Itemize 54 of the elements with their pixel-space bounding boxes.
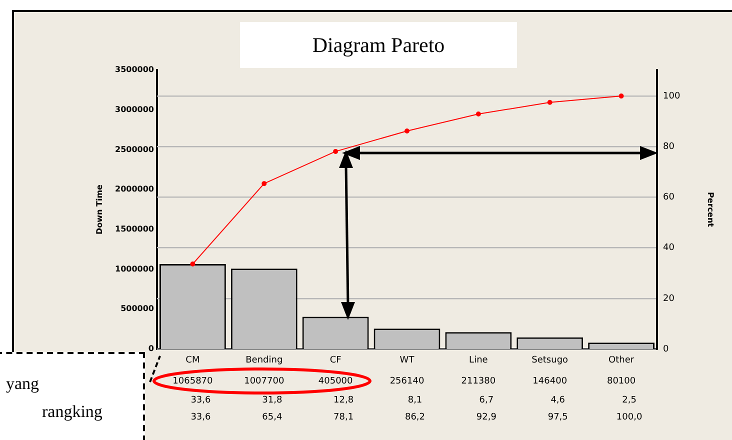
point	[333, 148, 338, 154]
point	[404, 128, 410, 134]
x-tick-label: Other	[608, 355, 634, 366]
data-label: 405000	[318, 376, 354, 386]
data-label: 146400	[532, 376, 568, 386]
x-tick-label: Line	[469, 355, 488, 366]
data-label: 1065870	[172, 376, 214, 386]
text: 33,6	[190, 395, 212, 406]
point	[618, 94, 624, 99]
data-label: 80100	[606, 376, 636, 386]
data-label: 97,5	[548, 412, 568, 422]
data-label: 211380	[461, 376, 496, 386]
y-axis-title: Down Time	[95, 184, 104, 234]
y-tick-label: 2000000	[115, 184, 154, 194]
x-tick-label: WT	[400, 355, 415, 366]
y-tick-label: 3500000	[115, 65, 154, 74]
data-label: 33,6	[190, 412, 212, 422]
point	[190, 262, 196, 267]
y-tick-label: 1000000	[115, 264, 154, 274]
text: yang	[5, 373, 40, 395]
y2-tick-label: 0	[663, 344, 669, 354]
data-label: 78,1	[334, 412, 354, 422]
y2-tick-label: 60	[663, 192, 675, 203]
y2-tick-label: 20	[663, 294, 675, 304]
text: 31,8	[262, 395, 282, 406]
y2-axis-title: Percent	[706, 192, 715, 228]
y2-tick-label: 80	[663, 142, 675, 152]
text: 6,7	[479, 395, 494, 406]
x-tick-label: CM	[186, 355, 200, 366]
point	[262, 181, 267, 186]
y-tick-label: 3000000	[115, 104, 154, 114]
text: 12,8	[334, 395, 354, 406]
data-label: 65,4	[262, 412, 282, 422]
y2-tick-label: 100	[663, 91, 680, 102]
x-tick-label: CF	[330, 355, 342, 366]
point	[476, 112, 481, 117]
x-tick-label: Setsugo	[532, 355, 569, 366]
point	[547, 100, 552, 105]
y-tick-label: 1500000	[115, 224, 154, 234]
data-label: 256140	[390, 376, 424, 386]
text: rangking	[41, 401, 104, 423]
data-label: 92,9	[476, 412, 497, 422]
data-label: 86,2	[404, 412, 426, 422]
text: 8,1	[408, 395, 422, 406]
text: 2,5	[622, 395, 636, 406]
data-label: 1007700	[244, 376, 284, 386]
y2-tick-label: 40	[663, 243, 675, 254]
x-tick-label: Bending	[246, 355, 283, 366]
y-tick-label: 500000	[120, 304, 154, 314]
y-tick-label: 2500000	[115, 144, 154, 154]
y-tick-label: 0	[148, 344, 154, 354]
chart-title: Diagram Pareto	[240, 22, 517, 68]
data-label: 100,0	[616, 412, 642, 422]
text: 4,6	[550, 395, 566, 406]
